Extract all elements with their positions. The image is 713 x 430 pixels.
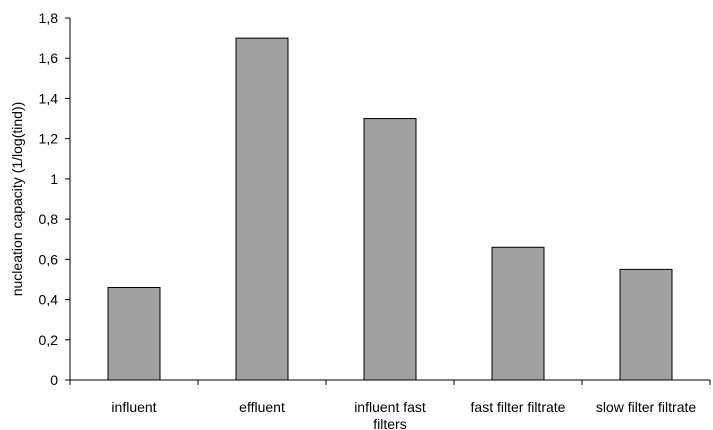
y-tick-label: 1,6	[39, 50, 59, 66]
x-category-label: influent fast filters	[354, 399, 426, 430]
x-category-label: influent	[111, 399, 156, 415]
y-tick-label: 0,8	[39, 211, 59, 227]
y-tick-label: 1,2	[39, 131, 59, 147]
bar	[619, 268, 673, 381]
y-tick-label: 0,4	[39, 292, 59, 308]
y-tick-label: 1,4	[39, 90, 59, 106]
x-category-label: slow filter filtrate	[596, 399, 697, 415]
bar	[107, 286, 161, 381]
y-tick-label: 0	[50, 372, 58, 388]
x-axis-labels: influent effluent influent fast filters fast…	[111, 399, 696, 430]
bar	[363, 118, 417, 381]
y-axis-title: nucleation capacity (1/log(tind))	[9, 102, 25, 297]
y-tick-label: 0,2	[39, 332, 59, 348]
x-category-label: effluent	[239, 399, 285, 415]
x-axis-ticks	[69, 380, 711, 385]
y-tick-label: 0,6	[39, 251, 59, 267]
y-tick-label: 1	[50, 171, 58, 187]
bar	[491, 246, 545, 381]
y-tick-label: 1,8	[39, 10, 59, 26]
x-category-label: fast filter filtrate	[471, 399, 566, 415]
bar	[235, 37, 289, 381]
y-axis-ticks: 0 0,2 0,4 0,6 0,8 1 1,2 1,4 1,6 1,8	[39, 10, 70, 388]
bars	[107, 37, 673, 381]
